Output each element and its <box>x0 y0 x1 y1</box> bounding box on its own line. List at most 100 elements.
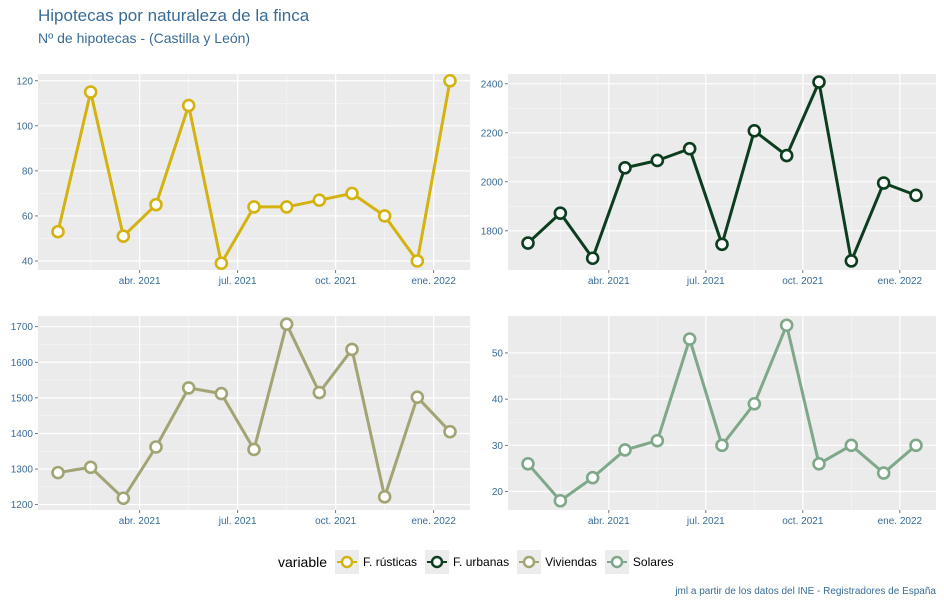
y-tick-label: 1800 <box>481 226 504 237</box>
data-point <box>650 433 665 448</box>
x-tick-label: jul. 2021 <box>218 276 257 287</box>
y-tick-label: 20 <box>492 487 504 498</box>
y-tick-label: 2000 <box>481 177 504 188</box>
data-point <box>51 224 65 239</box>
chart-subtitle: Nº de hipotecas - (Castilla y León) <box>38 30 251 46</box>
data-point <box>443 424 457 439</box>
data-point <box>312 193 327 207</box>
data-point <box>312 385 327 400</box>
data-point <box>345 186 359 201</box>
data-point <box>618 443 632 457</box>
data-point <box>149 440 163 454</box>
data-point <box>181 381 196 395</box>
x-tick-label: oct. 2021 <box>315 276 357 287</box>
data-point <box>377 209 392 223</box>
legend-label: Solares <box>632 555 674 569</box>
data-point <box>682 332 697 346</box>
y-tick-label: 80 <box>22 166 34 177</box>
data-point <box>279 200 294 214</box>
legend-item-viviendas: Viviendas <box>517 550 597 574</box>
data-point <box>51 465 65 480</box>
legend-title: variable <box>278 554 328 570</box>
legend-label: Viviendas <box>545 555 597 569</box>
data-point <box>83 460 98 475</box>
x-tick-label: abr. 2021 <box>119 516 161 527</box>
y-tick-label: 100 <box>16 121 33 132</box>
data-point <box>116 229 131 244</box>
data-point <box>279 317 294 331</box>
data-point <box>521 236 535 250</box>
x-tick-label: jul. 2021 <box>686 276 725 287</box>
y-tick-label: 2400 <box>481 79 504 90</box>
x-tick-label: ene. 2022 <box>878 276 923 287</box>
data-point <box>876 176 891 190</box>
data-point <box>715 438 729 453</box>
panel-background <box>38 316 470 510</box>
data-point <box>410 390 425 404</box>
panel-background <box>508 316 936 510</box>
data-point <box>812 75 826 89</box>
data-point <box>715 237 729 252</box>
data-point <box>682 141 697 156</box>
legend-item-f-urbanas: F. urbanas <box>425 550 509 574</box>
data-point <box>779 148 794 163</box>
x-tick-label: abr. 2021 <box>588 276 630 287</box>
y-tick-label: 30 <box>492 441 504 452</box>
data-point <box>585 251 600 266</box>
data-point <box>345 342 359 357</box>
x-tick-label: ene. 2022 <box>411 516 456 527</box>
data-point <box>909 438 923 453</box>
y-tick-label: 2200 <box>481 128 504 139</box>
y-tick-label: 50 <box>492 348 504 359</box>
data-point <box>747 396 762 411</box>
data-point <box>618 161 632 175</box>
legend-item-solares: Solares <box>604 550 674 574</box>
y-tick-label: 120 <box>16 76 33 87</box>
x-tick-label: abr. 2021 <box>119 276 161 287</box>
y-tick-label: 1700 <box>11 322 34 333</box>
x-tick-label: jul. 2021 <box>218 516 257 527</box>
y-tick-label: 40 <box>492 395 504 406</box>
chart-title: Hipotecas por naturaleza de la finca <box>38 6 310 25</box>
data-point <box>553 493 568 508</box>
x-tick-label: jul. 2021 <box>686 516 725 527</box>
data-point <box>812 457 826 471</box>
y-tick-label: 60 <box>22 211 34 222</box>
data-point <box>214 386 229 401</box>
y-tick-label: 1200 <box>11 500 34 511</box>
data-point <box>747 124 762 138</box>
data-point <box>377 490 392 504</box>
legend-label: F. urbanas <box>453 555 510 569</box>
x-tick-label: ene. 2022 <box>878 516 923 527</box>
data-point <box>585 470 600 485</box>
legend-label: F. rústicas <box>363 555 418 569</box>
legend-key-f-rusticas <box>335 550 360 574</box>
data-point <box>410 254 425 268</box>
x-tick-label: oct. 2021 <box>782 276 824 287</box>
legend-key-viviendas <box>517 550 542 574</box>
data-point <box>214 256 229 271</box>
y-tick-label: 40 <box>22 256 34 267</box>
data-point <box>149 197 163 212</box>
data-point <box>779 318 794 333</box>
legend-key-f-urbanas <box>425 550 450 574</box>
data-point <box>247 442 261 457</box>
data-point <box>83 85 98 99</box>
legend-item-f-rusticas: F. rústicas <box>335 550 417 574</box>
x-tick-label: ene. 2022 <box>411 276 456 287</box>
data-point <box>116 491 131 506</box>
y-tick-label: 1300 <box>11 465 34 476</box>
data-point <box>553 206 568 220</box>
x-tick-label: oct. 2021 <box>315 516 357 527</box>
x-tick-label: abr. 2021 <box>588 516 630 527</box>
data-point <box>844 438 859 453</box>
y-tick-label: 1500 <box>11 393 34 404</box>
data-point <box>909 188 923 203</box>
y-tick-label: 1600 <box>11 358 34 369</box>
data-point <box>247 200 261 214</box>
x-tick-label: oct. 2021 <box>782 516 824 527</box>
data-point <box>443 73 457 88</box>
caption: jml a partir de los datos del INE - Regi… <box>675 586 936 597</box>
data-point <box>181 98 196 113</box>
